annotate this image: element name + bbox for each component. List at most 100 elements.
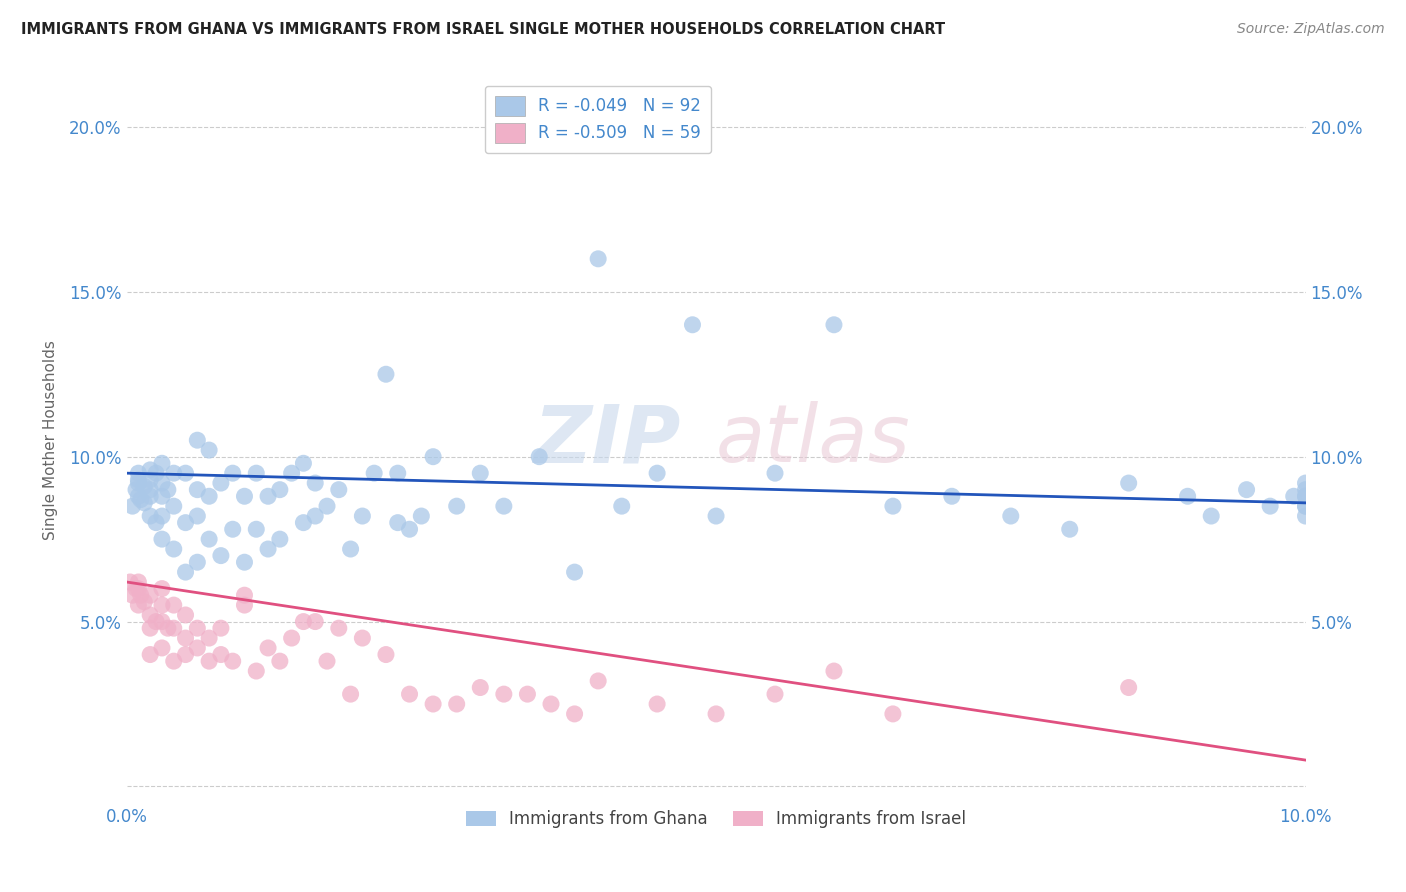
- Point: [882, 706, 904, 721]
- Point: [280, 631, 302, 645]
- Text: IMMIGRANTS FROM GHANA VS IMMIGRANTS FROM ISRAEL SINGLE MOTHER HOUSEHOLDS CORRELA: IMMIGRANTS FROM GHANA VS IMMIGRANTS FROM…: [21, 22, 945, 37]
- Point: [352, 509, 374, 524]
- Point: [145, 466, 167, 480]
- Point: [470, 681, 492, 695]
- Point: [1295, 509, 1317, 524]
- Point: [186, 621, 208, 635]
- Point: [540, 697, 562, 711]
- Point: [156, 621, 179, 635]
- Point: [682, 318, 704, 332]
- Point: [375, 368, 398, 382]
- Point: [150, 476, 173, 491]
- Point: [156, 483, 179, 497]
- Point: [328, 483, 350, 497]
- Point: [586, 673, 609, 688]
- Point: [120, 574, 142, 589]
- Point: [1295, 499, 1317, 513]
- Point: [375, 648, 398, 662]
- Point: [446, 697, 468, 711]
- Point: [387, 516, 409, 530]
- Point: [186, 433, 208, 447]
- Point: [222, 466, 245, 480]
- Point: [198, 631, 221, 645]
- Point: [292, 456, 315, 470]
- Point: [257, 640, 280, 655]
- Point: [222, 522, 245, 536]
- Point: [304, 615, 326, 629]
- Point: [269, 532, 291, 546]
- Point: [174, 607, 197, 622]
- Point: [398, 687, 420, 701]
- Point: [134, 595, 156, 609]
- Point: [233, 588, 256, 602]
- Point: [1118, 681, 1140, 695]
- Point: [422, 697, 444, 711]
- Point: [125, 582, 148, 596]
- Point: [704, 706, 727, 721]
- Point: [145, 516, 167, 530]
- Point: [150, 598, 173, 612]
- Point: [127, 473, 149, 487]
- Point: [328, 621, 350, 635]
- Point: [145, 615, 167, 629]
- Point: [139, 648, 162, 662]
- Point: [127, 582, 149, 596]
- Point: [129, 588, 152, 602]
- Point: [150, 509, 173, 524]
- Point: [127, 598, 149, 612]
- Point: [139, 489, 162, 503]
- Point: [186, 483, 208, 497]
- Point: [233, 598, 256, 612]
- Point: [492, 687, 515, 701]
- Point: [257, 489, 280, 503]
- Point: [150, 582, 173, 596]
- Point: [233, 555, 256, 569]
- Point: [269, 654, 291, 668]
- Point: [174, 565, 197, 579]
- Point: [163, 499, 186, 513]
- Point: [163, 621, 186, 635]
- Point: [174, 516, 197, 530]
- Y-axis label: Single Mother Households: Single Mother Households: [44, 340, 58, 541]
- Point: [174, 466, 197, 480]
- Point: [1295, 499, 1317, 513]
- Point: [941, 489, 963, 503]
- Point: [280, 466, 302, 480]
- Point: [411, 509, 433, 524]
- Point: [529, 450, 551, 464]
- Point: [186, 640, 208, 655]
- Point: [1295, 489, 1317, 503]
- Point: [387, 466, 409, 480]
- Text: atlas: atlas: [716, 401, 911, 479]
- Point: [139, 483, 162, 497]
- Point: [292, 516, 315, 530]
- Point: [1295, 476, 1317, 491]
- Point: [186, 555, 208, 569]
- Point: [363, 466, 385, 480]
- Point: [139, 588, 162, 602]
- Point: [645, 697, 668, 711]
- Point: [1236, 483, 1258, 497]
- Point: [316, 499, 339, 513]
- Point: [174, 648, 197, 662]
- Legend: Immigrants from Ghana, Immigrants from Israel: Immigrants from Ghana, Immigrants from I…: [460, 803, 973, 835]
- Point: [1118, 476, 1140, 491]
- Point: [446, 499, 468, 513]
- Point: [150, 615, 173, 629]
- Point: [139, 463, 162, 477]
- Point: [1295, 489, 1317, 503]
- Text: Source: ZipAtlas.com: Source: ZipAtlas.com: [1237, 22, 1385, 37]
- Point: [129, 492, 152, 507]
- Point: [139, 621, 162, 635]
- Point: [823, 318, 845, 332]
- Point: [882, 499, 904, 513]
- Point: [398, 522, 420, 536]
- Point: [209, 648, 232, 662]
- Point: [209, 476, 232, 491]
- Point: [139, 509, 162, 524]
- Point: [470, 466, 492, 480]
- Point: [186, 509, 208, 524]
- Point: [174, 631, 197, 645]
- Point: [163, 654, 186, 668]
- Point: [209, 549, 232, 563]
